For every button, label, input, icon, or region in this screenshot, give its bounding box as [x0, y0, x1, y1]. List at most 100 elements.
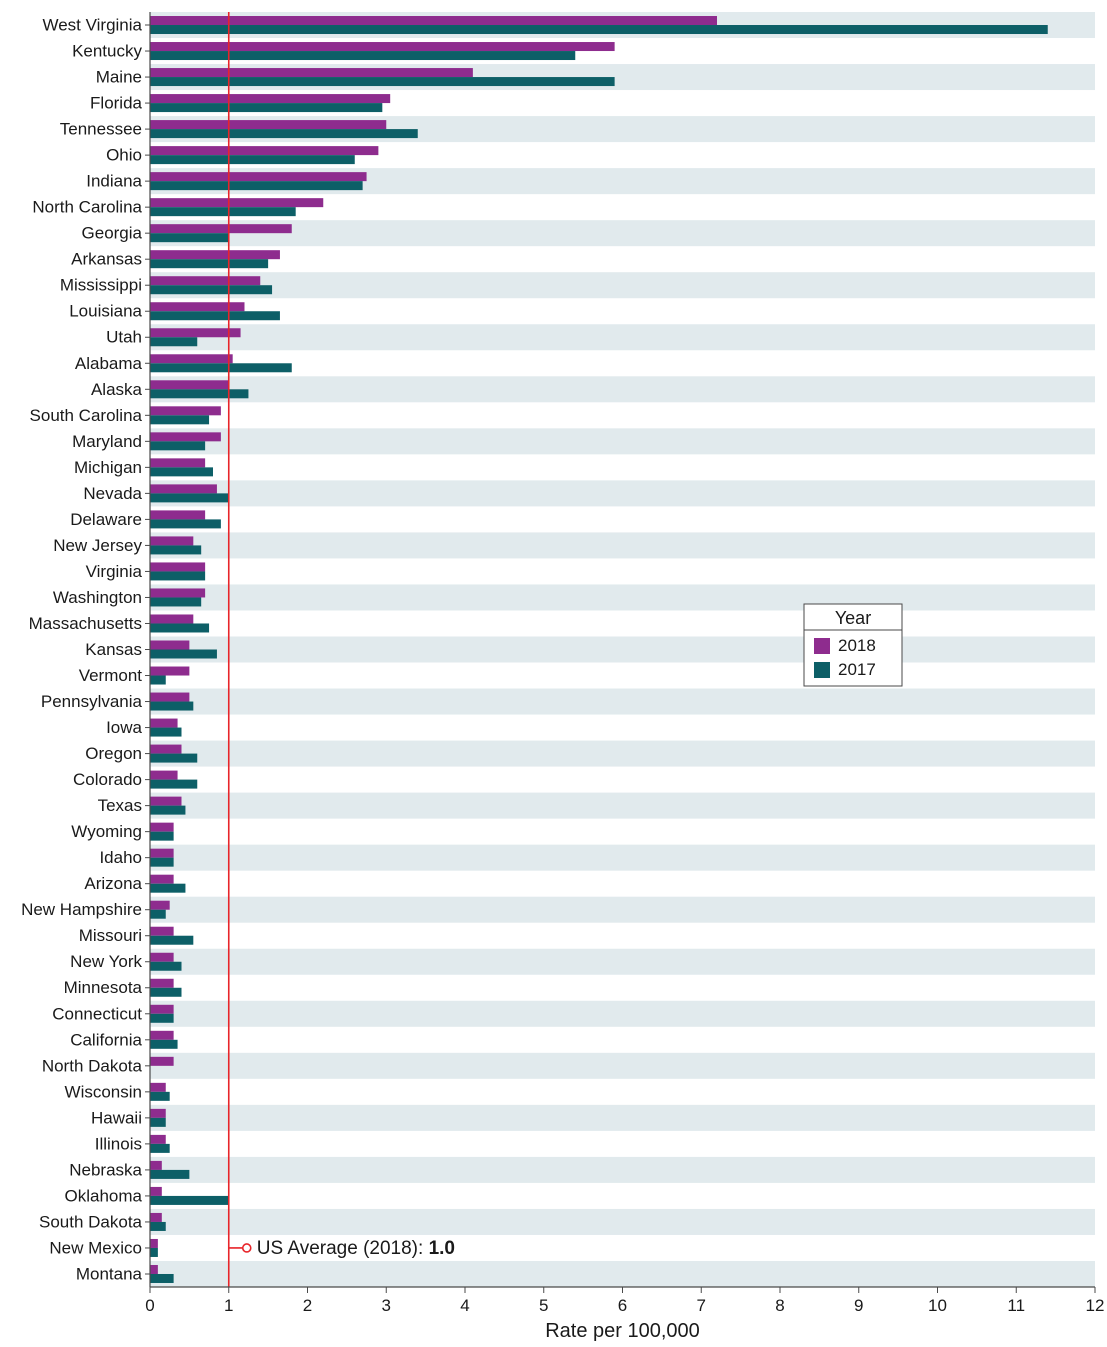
y-axis-state-label: Kentucky	[72, 42, 142, 61]
x-tick-label: 5	[539, 1296, 548, 1315]
bar-2017	[150, 702, 193, 711]
row-stripe	[150, 949, 1095, 975]
y-axis-state-label: Maryland	[72, 432, 142, 451]
y-axis-state-label: North Carolina	[32, 198, 142, 217]
bar-2017	[150, 910, 166, 919]
y-axis-state-label: Wisconsin	[65, 1082, 142, 1101]
x-tick-label: 2	[303, 1296, 312, 1315]
y-axis-state-label: Massachusetts	[29, 614, 142, 633]
legend-title: Year	[835, 608, 871, 628]
bar-2018	[150, 849, 174, 858]
row-stripe	[150, 532, 1095, 558]
row-stripe	[150, 584, 1095, 610]
bar-2017	[150, 103, 382, 112]
y-axis-state-label: West Virginia	[42, 15, 142, 34]
bar-2017	[150, 623, 209, 632]
bar-2017	[150, 363, 292, 372]
bar-2018	[150, 146, 378, 155]
bar-2018	[150, 406, 221, 415]
row-stripe	[150, 1157, 1095, 1183]
y-axis-state-label: Texas	[98, 796, 142, 815]
chart-container: West Virginia Kentucky Maine Florida Tenness…	[0, 0, 1107, 1347]
row-stripe	[150, 1209, 1095, 1235]
bar-2017	[150, 285, 272, 294]
reference-line-label: US Average (2018): 1.0	[257, 1238, 455, 1259]
row-stripe	[150, 324, 1095, 350]
legend-item-label: 2018	[838, 636, 876, 655]
bar-2018	[150, 719, 178, 728]
bar-2018	[150, 16, 717, 25]
bar-2018	[150, 901, 170, 910]
y-axis-state-label: Connecticut	[52, 1004, 142, 1023]
y-axis-state-label: Montana	[76, 1264, 143, 1283]
row-stripe	[150, 636, 1095, 662]
bar-2018	[150, 1213, 162, 1222]
y-axis-state-label: Alabama	[75, 354, 143, 373]
legend-swatch	[814, 662, 830, 678]
bar-2017	[150, 415, 209, 424]
bar-2018	[150, 1135, 166, 1144]
bar-2017	[150, 1222, 166, 1231]
y-axis-state-label: Pennsylvania	[41, 692, 143, 711]
bar-2017	[150, 259, 268, 268]
bar-2017	[150, 832, 174, 841]
bar-2018	[150, 875, 174, 884]
y-axis-state-label: New York	[70, 952, 142, 971]
y-axis-state-label: Arkansas	[71, 250, 142, 269]
y-axis-state-label: Michigan	[74, 458, 142, 477]
y-axis-state-label: Tennessee	[60, 120, 142, 139]
x-tick-label: 11	[1007, 1296, 1025, 1315]
bar-2018	[150, 562, 205, 571]
bar-2017	[150, 311, 280, 320]
y-axis-state-label: Florida	[90, 94, 143, 113]
bar-2017	[150, 571, 205, 580]
bar-2017	[150, 1196, 229, 1205]
y-axis-state-label: Georgia	[82, 224, 143, 243]
bar-2017	[150, 155, 355, 164]
bar-2017	[150, 780, 197, 789]
bar-2017	[150, 962, 182, 971]
bar-2018	[150, 94, 390, 103]
y-axis-state-label: Delaware	[70, 510, 142, 529]
bar-2018	[150, 693, 189, 702]
bar-2018	[150, 250, 280, 259]
x-tick-label: 3	[382, 1296, 391, 1315]
bar-2018	[150, 1057, 174, 1066]
bar-2017	[150, 337, 197, 346]
bar-2017	[150, 1170, 189, 1179]
row-stripe	[150, 428, 1095, 454]
bar-2018	[150, 1005, 174, 1014]
row-stripe	[150, 220, 1095, 246]
bar-2017	[150, 207, 296, 216]
bar-2018	[150, 588, 205, 597]
bar-2018	[150, 771, 178, 780]
bar-2017	[150, 1118, 166, 1127]
y-axis-state-label: Minnesota	[64, 978, 143, 997]
horizontal-bar-chart: West Virginia Kentucky Maine Florida Tenness…	[0, 0, 1107, 1347]
bar-2017	[150, 1144, 170, 1153]
y-axis-state-label: Hawaii	[91, 1108, 142, 1127]
bar-2017	[150, 1248, 158, 1257]
y-axis-state-label: Missouri	[79, 926, 142, 945]
y-axis-state-label: Utah	[106, 328, 142, 347]
y-axis-state-label: New Mexico	[49, 1238, 142, 1257]
y-axis-state-label: Indiana	[86, 172, 142, 191]
bar-2018	[150, 380, 229, 389]
bar-2017	[150, 519, 221, 528]
bar-2017	[150, 806, 185, 815]
row-stripe	[150, 480, 1095, 506]
bar-2018	[150, 953, 174, 962]
x-axis-label: Rate per 100,000	[545, 1320, 700, 1342]
bar-2018	[150, 1109, 166, 1118]
bar-2017	[150, 884, 185, 893]
bar-2017	[150, 754, 197, 763]
bar-2017	[150, 728, 182, 737]
bar-2018	[150, 302, 245, 311]
y-axis-state-label: Louisiana	[69, 302, 142, 321]
bar-2017	[150, 597, 201, 606]
y-axis-state-label: Maine	[96, 68, 142, 87]
bar-2017	[150, 77, 615, 86]
bar-2017	[150, 1274, 174, 1283]
row-stripe	[150, 1105, 1095, 1131]
bar-2018	[150, 224, 292, 233]
